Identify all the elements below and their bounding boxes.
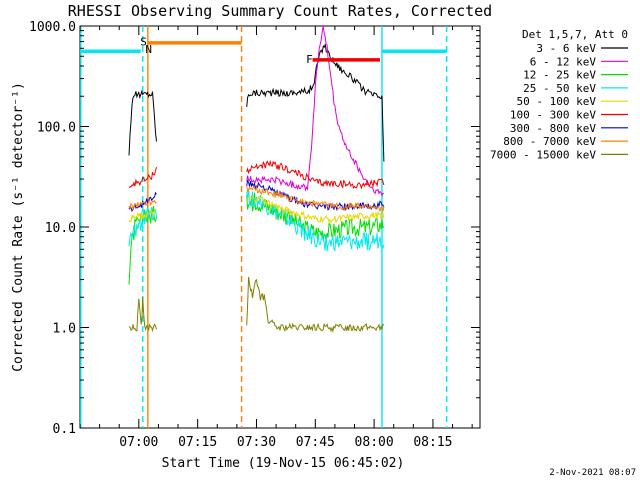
- x-tick-label: 07:30: [237, 435, 276, 450]
- y-tick-label: 1.0: [53, 322, 76, 337]
- annotation-label: N: [145, 43, 152, 56]
- annotation-label: S: [140, 36, 147, 49]
- footer-timestamp: 2-Nov-2021 08:07: [549, 468, 636, 478]
- y-axis-ticks: 0.1 1.0 10.0 100.0 1000.0: [29, 20, 480, 437]
- time-markers: [80, 26, 448, 428]
- series-line: [128, 44, 385, 162]
- status-bars: [80, 41, 447, 62]
- legend-entry-label: 7000 - 15000 keV: [490, 148, 596, 161]
- series-line: [246, 25, 384, 197]
- annotation-label: F: [306, 53, 313, 66]
- x-tick-label: 08:00: [355, 435, 394, 450]
- x-tick-label: 08:15: [413, 435, 452, 450]
- x-axis-ticks: 07:00 07:15 07:30 07:45 08:00 08:15: [79, 26, 473, 450]
- y-tick-label: 10.0: [45, 221, 76, 236]
- legend-entry-label: 6 - 12 keV: [530, 55, 597, 68]
- series-line: [128, 184, 385, 212]
- legend-entry-label: 12 - 25 keV: [523, 69, 596, 82]
- series-line: [128, 195, 385, 224]
- legend-entry-label: 800 - 7000 keV: [503, 135, 596, 148]
- legend-entry-label: 300 - 800 keV: [510, 122, 596, 135]
- x-tick-label: 07:45: [296, 435, 335, 450]
- series-line: [128, 159, 385, 190]
- x-tick-label: 07:15: [178, 435, 217, 450]
- y-tick-label: 1000.0: [29, 20, 76, 35]
- y-tick-label: 0.1: [53, 422, 76, 437]
- x-tick-label: 07:00: [119, 435, 158, 450]
- legend-entry-label: 3 - 6 keV: [536, 42, 596, 55]
- legend-entry-label: 100 - 300 keV: [510, 109, 596, 122]
- y-tick-label: 100.0: [37, 121, 76, 136]
- legend-entry-label: 50 - 100 keV: [517, 95, 597, 108]
- y-axis-label: Corrected Count Rate (s⁻¹ detector⁻¹): [11, 82, 26, 372]
- legend-entry-label: 25 - 50 keV: [523, 82, 596, 95]
- series-line: [128, 188, 385, 252]
- annotations: SN F: [140, 36, 313, 66]
- chart-title: RHESSI Observing Summary Count Rates, Co…: [68, 2, 492, 20]
- series-line: [128, 276, 385, 333]
- legend-header: Det 1,5,7, Att 0: [522, 28, 628, 41]
- x-axis-label: Start Time (19-Nov-15 06:45:02): [162, 456, 405, 471]
- series-lines: [128, 25, 385, 333]
